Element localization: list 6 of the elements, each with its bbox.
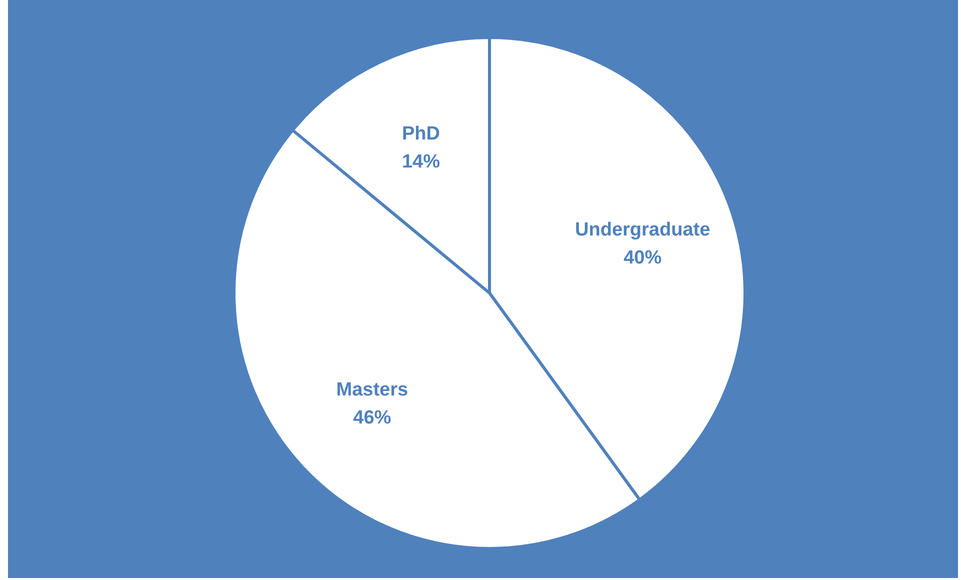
- data-label: 14%: [402, 152, 440, 173]
- slice-label: PhD: [402, 124, 440, 145]
- slice-label: Undergraduate: [575, 219, 710, 240]
- slice-label: Masters: [336, 379, 408, 400]
- data-label: 40%: [624, 247, 662, 268]
- data-label: 46%: [353, 407, 392, 428]
